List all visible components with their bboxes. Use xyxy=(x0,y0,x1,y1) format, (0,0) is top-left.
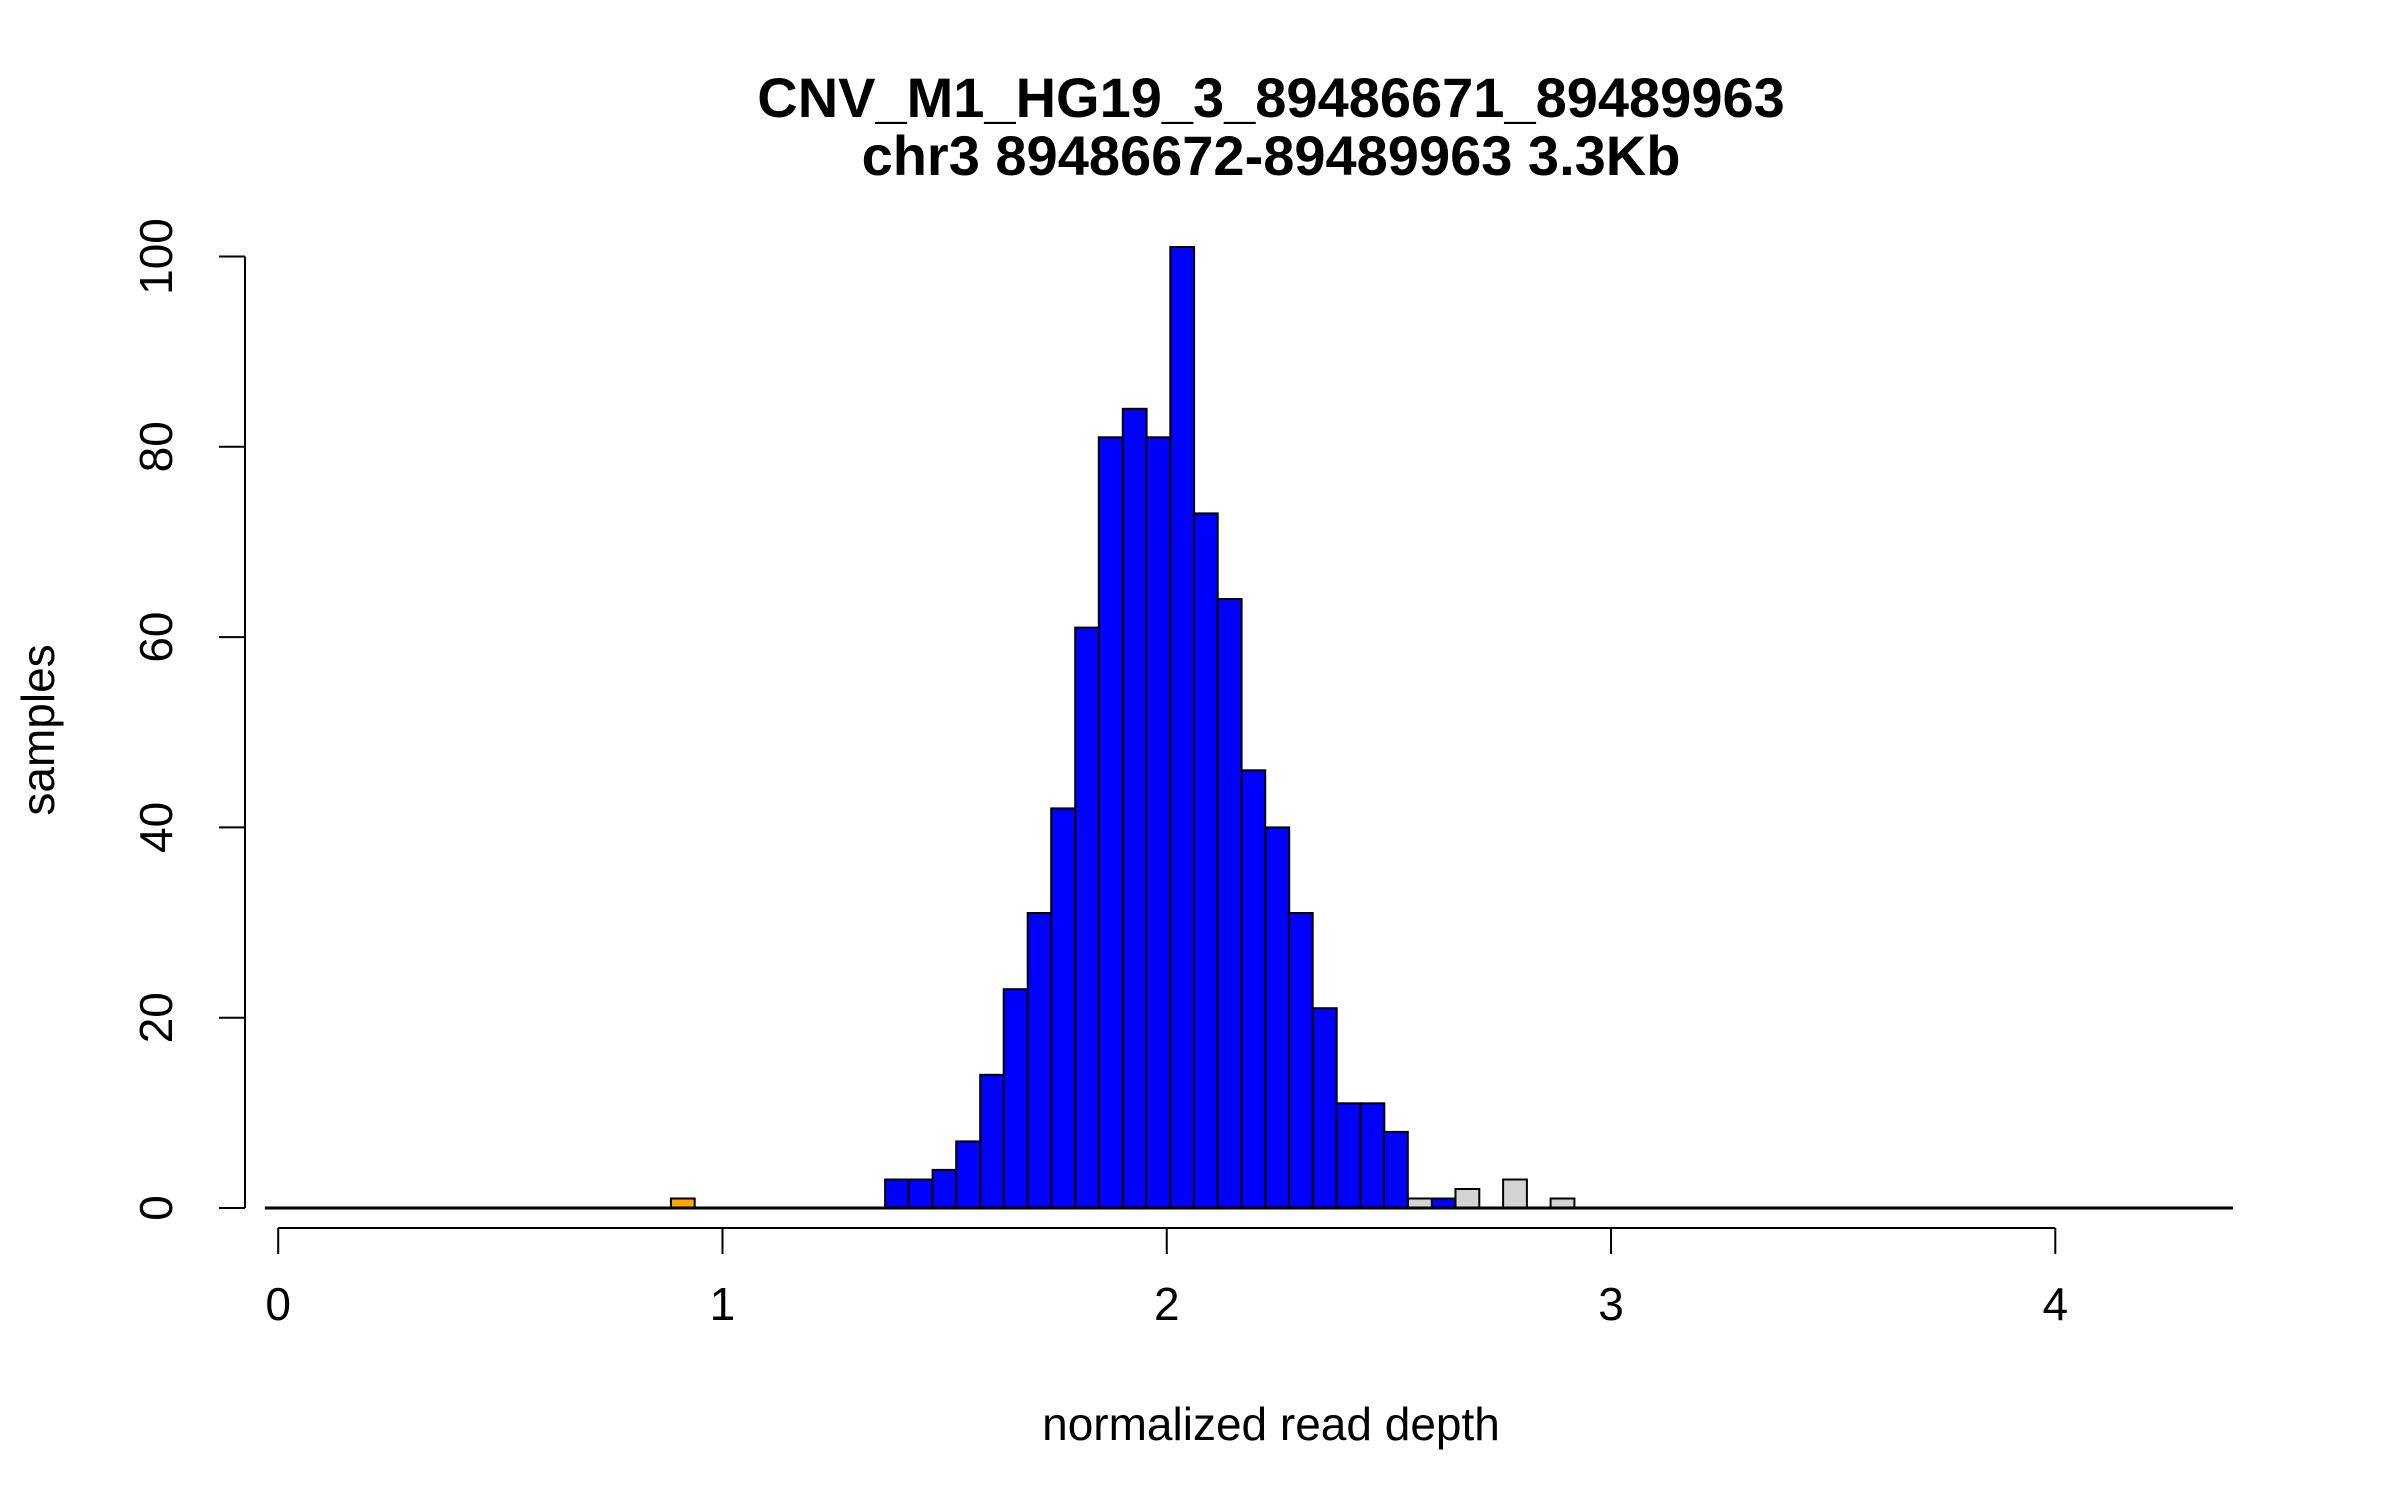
bar-normal xyxy=(1074,626,1100,1209)
bar-normal xyxy=(979,1073,1006,1210)
bar-normal xyxy=(884,1178,910,1209)
x-tick-label: 1 xyxy=(710,1278,736,1330)
x-tick-label: 0 xyxy=(265,1278,291,1330)
bar-normal xyxy=(1383,1130,1409,1210)
bar-normal xyxy=(1240,769,1267,1209)
chart-title: CNV_M1_HG19_3_89486671_89489963 xyxy=(757,66,1785,129)
y-tick-label: 80 xyxy=(130,421,182,472)
y-tick-label: 60 xyxy=(130,612,182,663)
bar-duplication xyxy=(1454,1188,1481,1209)
x-tick-label: 4 xyxy=(2042,1278,2068,1330)
bar-normal xyxy=(1192,512,1219,1209)
bar-normal xyxy=(1002,988,1029,1210)
bar-duplication xyxy=(1502,1178,1528,1209)
bar-normal xyxy=(1145,436,1172,1209)
y-axis: 0 20 40 60 80 100 xyxy=(130,218,246,1221)
bar-normal xyxy=(955,1140,982,1210)
bar-normal xyxy=(1026,912,1053,1209)
bar-normal xyxy=(907,1178,934,1209)
y-tick-label: 40 xyxy=(130,802,182,853)
bar-normal xyxy=(1359,1102,1386,1210)
bar-normal xyxy=(1264,826,1291,1210)
bar-normal xyxy=(1050,807,1076,1210)
bar-normal xyxy=(931,1168,958,1210)
bar-normal xyxy=(1311,1007,1338,1210)
y-tick-label: 0 xyxy=(130,1195,182,1221)
bar-normal xyxy=(1097,436,1124,1209)
bar-normal xyxy=(1335,1102,1362,1210)
y-axis-label: samples xyxy=(12,644,64,815)
x-axis: 0 1 2 3 4 xyxy=(265,1227,2068,1330)
histogram-bars xyxy=(669,246,1576,1210)
x-tick-label: 2 xyxy=(1154,1278,1180,1330)
bar-normal xyxy=(1216,598,1243,1209)
y-tick-label: 20 xyxy=(130,992,182,1043)
x-tick-label: 3 xyxy=(1598,1278,1624,1330)
bar-normal xyxy=(1121,407,1148,1209)
bar-normal xyxy=(1287,912,1314,1209)
bar-normal xyxy=(1169,246,1196,1209)
x-axis-label: normalized read depth xyxy=(1042,1398,1500,1450)
chart-subtitle: chr3 89486672-89489963 3.3Kb xyxy=(862,124,1681,187)
y-tick-label: 100 xyxy=(130,218,182,295)
